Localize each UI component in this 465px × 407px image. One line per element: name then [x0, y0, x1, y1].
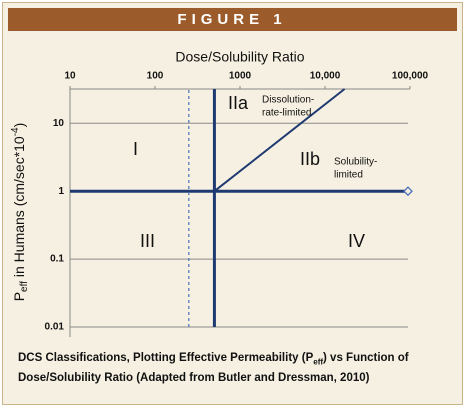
figure-label: FIGURE 1: [177, 11, 286, 28]
y-axis-title: Peff in Humans (cm/sec*10-4): [10, 123, 30, 302]
annotation: III: [140, 231, 155, 251]
caption-part: ) vs Function of Dose/Solubility Ratio (…: [18, 352, 409, 385]
y-tick-label: 1: [58, 186, 64, 197]
end-marker: [403, 186, 413, 197]
y-title-part: in Humans (cm/sec*10: [11, 136, 27, 281]
x-axis-title: Dose/Solubility Ratio: [175, 49, 304, 65]
x-tick-label: 1000: [229, 71, 252, 82]
annotation: Solubility-: [334, 157, 377, 168]
x-tick-label: 10,000: [310, 71, 341, 82]
caption-part: DCS Classifications, Plotting Effective …: [18, 352, 314, 364]
annotation: IIa: [228, 93, 249, 113]
x-tick-label: 100: [147, 71, 164, 82]
y-title-sup: -4: [10, 127, 21, 136]
annotation: Dissolution-: [262, 95, 314, 106]
caption-sub: eff: [313, 357, 324, 367]
annotation: limited: [334, 170, 363, 181]
y-tick-label: 0.1: [50, 254, 64, 265]
annotation: IV: [348, 231, 365, 251]
line: [213, 88, 346, 192]
caption: DCS Classifications, Plotting Effective …: [18, 350, 448, 386]
y-title-part: ): [11, 123, 27, 128]
y-title-sub: eff: [19, 281, 30, 292]
annotation: rate-limited: [262, 108, 311, 119]
annotation: I: [133, 139, 138, 159]
x-tick-label: 100,000: [392, 71, 429, 82]
annotation: IIb: [300, 149, 320, 169]
y-tick-label: 10: [53, 118, 65, 129]
header-bar: [8, 8, 457, 31]
y-tick-label: 0.01: [45, 322, 65, 333]
x-tick-label: 10: [64, 71, 76, 82]
y-title-part: P: [11, 292, 27, 301]
